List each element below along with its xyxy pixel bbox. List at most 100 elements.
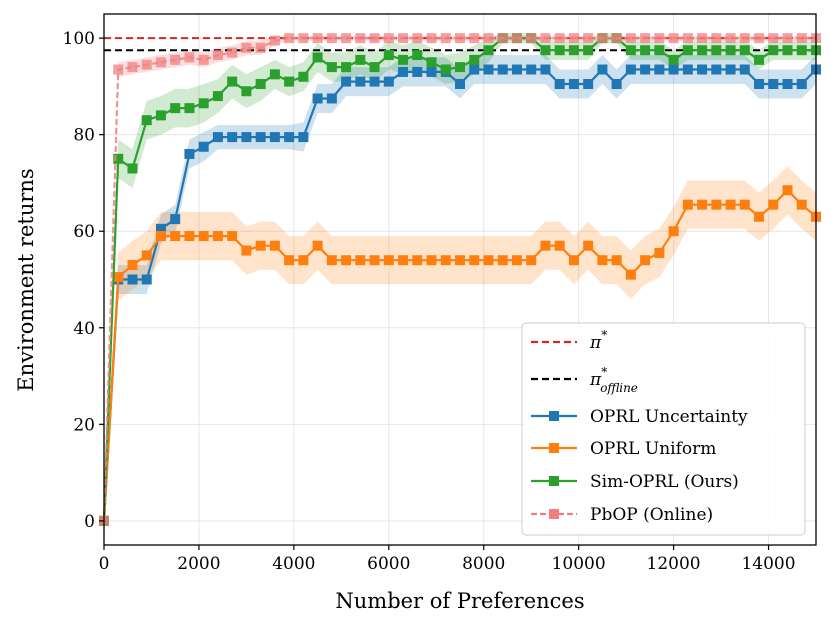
legend-entry: OPRL Uncertainty xyxy=(531,407,748,427)
data-point xyxy=(298,33,309,44)
data-point xyxy=(568,78,579,89)
data-point xyxy=(298,132,309,143)
data-point xyxy=(184,103,195,114)
legend-entry: π* offline xyxy=(531,365,638,395)
data-point xyxy=(782,45,793,56)
data-point xyxy=(212,231,223,242)
data-point xyxy=(255,240,266,251)
data-point xyxy=(227,76,238,87)
data-point xyxy=(113,153,124,164)
data-point xyxy=(141,274,152,285)
x-tick-label: 10000 xyxy=(552,554,606,574)
series-layer xyxy=(99,33,821,526)
data-point xyxy=(284,33,295,44)
data-point xyxy=(725,33,736,44)
data-point xyxy=(127,274,138,285)
data-point xyxy=(625,33,636,44)
data-point xyxy=(739,199,750,210)
data-point xyxy=(440,64,451,75)
data-point xyxy=(184,231,195,242)
data-point xyxy=(369,33,380,44)
x-tick-label: 0 xyxy=(99,554,110,574)
data-point xyxy=(398,255,409,266)
data-point xyxy=(725,64,736,75)
data-point xyxy=(497,64,508,75)
y-tick-label: 40 xyxy=(73,319,95,339)
data-point xyxy=(625,64,636,75)
legend-entry: OPRL Uniform xyxy=(531,439,716,459)
data-point xyxy=(184,52,195,63)
data-point xyxy=(583,33,594,44)
data-point xyxy=(355,76,366,87)
data-point xyxy=(383,76,394,87)
data-point xyxy=(754,54,765,65)
data-point xyxy=(412,50,423,61)
data-point xyxy=(127,62,138,73)
data-point xyxy=(739,33,750,44)
data-point xyxy=(754,211,765,222)
legend-label: π* xyxy=(589,328,607,353)
data-point xyxy=(483,33,494,44)
data-point xyxy=(369,62,380,73)
data-point xyxy=(469,64,480,75)
data-point xyxy=(426,57,437,68)
data-point xyxy=(241,86,252,97)
x-tick-label: 4000 xyxy=(272,554,315,574)
data-point xyxy=(540,45,551,56)
data-point xyxy=(540,64,551,75)
data-point xyxy=(511,33,522,44)
legend-marker xyxy=(549,476,559,486)
data-point xyxy=(198,231,209,242)
data-point xyxy=(654,247,665,258)
data-point xyxy=(625,45,636,56)
data-point xyxy=(326,33,337,44)
data-point xyxy=(554,33,565,44)
data-point xyxy=(298,71,309,82)
data-point xyxy=(369,76,380,87)
data-point xyxy=(754,33,765,44)
data-point xyxy=(640,45,651,56)
data-point xyxy=(682,33,693,44)
data-point xyxy=(426,66,437,77)
y-tick-label: 100 xyxy=(63,29,95,49)
data-point xyxy=(568,255,579,266)
data-point xyxy=(640,255,651,266)
data-point xyxy=(511,64,522,75)
data-point xyxy=(426,33,437,44)
y-tick-label: 0 xyxy=(84,512,95,532)
x-tick-label: 12000 xyxy=(647,554,701,574)
data-point xyxy=(469,33,480,44)
legend: π* π* offline OPRL Uncertainty OPRL Uniform S… xyxy=(521,322,806,536)
data-point xyxy=(298,255,309,266)
data-point xyxy=(198,141,209,152)
data-point xyxy=(170,54,181,65)
data-point xyxy=(654,64,665,75)
data-point xyxy=(654,33,665,44)
data-point xyxy=(127,260,138,271)
data-point xyxy=(269,240,280,251)
data-point xyxy=(155,110,166,121)
data-point xyxy=(782,185,793,196)
legend-marker xyxy=(549,509,559,519)
legend-entry: Sim-OPRL (Ours) xyxy=(531,472,739,492)
data-point xyxy=(170,231,181,242)
data-point xyxy=(568,45,579,56)
data-point xyxy=(383,255,394,266)
data-point xyxy=(383,50,394,61)
data-point xyxy=(284,132,295,143)
data-point xyxy=(155,57,166,68)
data-point xyxy=(597,255,608,266)
data-point xyxy=(682,64,693,75)
legend-label: Sim-OPRL (Ours) xyxy=(590,472,739,492)
data-point xyxy=(711,64,722,75)
data-point xyxy=(469,255,480,266)
data-point xyxy=(526,255,537,266)
data-point xyxy=(155,223,166,234)
data-point xyxy=(483,64,494,75)
legend-label: OPRL Uncertainty xyxy=(590,407,748,427)
legend-marker xyxy=(549,443,559,453)
data-point xyxy=(284,255,295,266)
data-point xyxy=(198,54,209,65)
data-point xyxy=(227,231,238,242)
tick-layer: 0 2000 4000 6000 8000 10000 12000 14000 0 20 40 60 8… xyxy=(63,29,796,574)
